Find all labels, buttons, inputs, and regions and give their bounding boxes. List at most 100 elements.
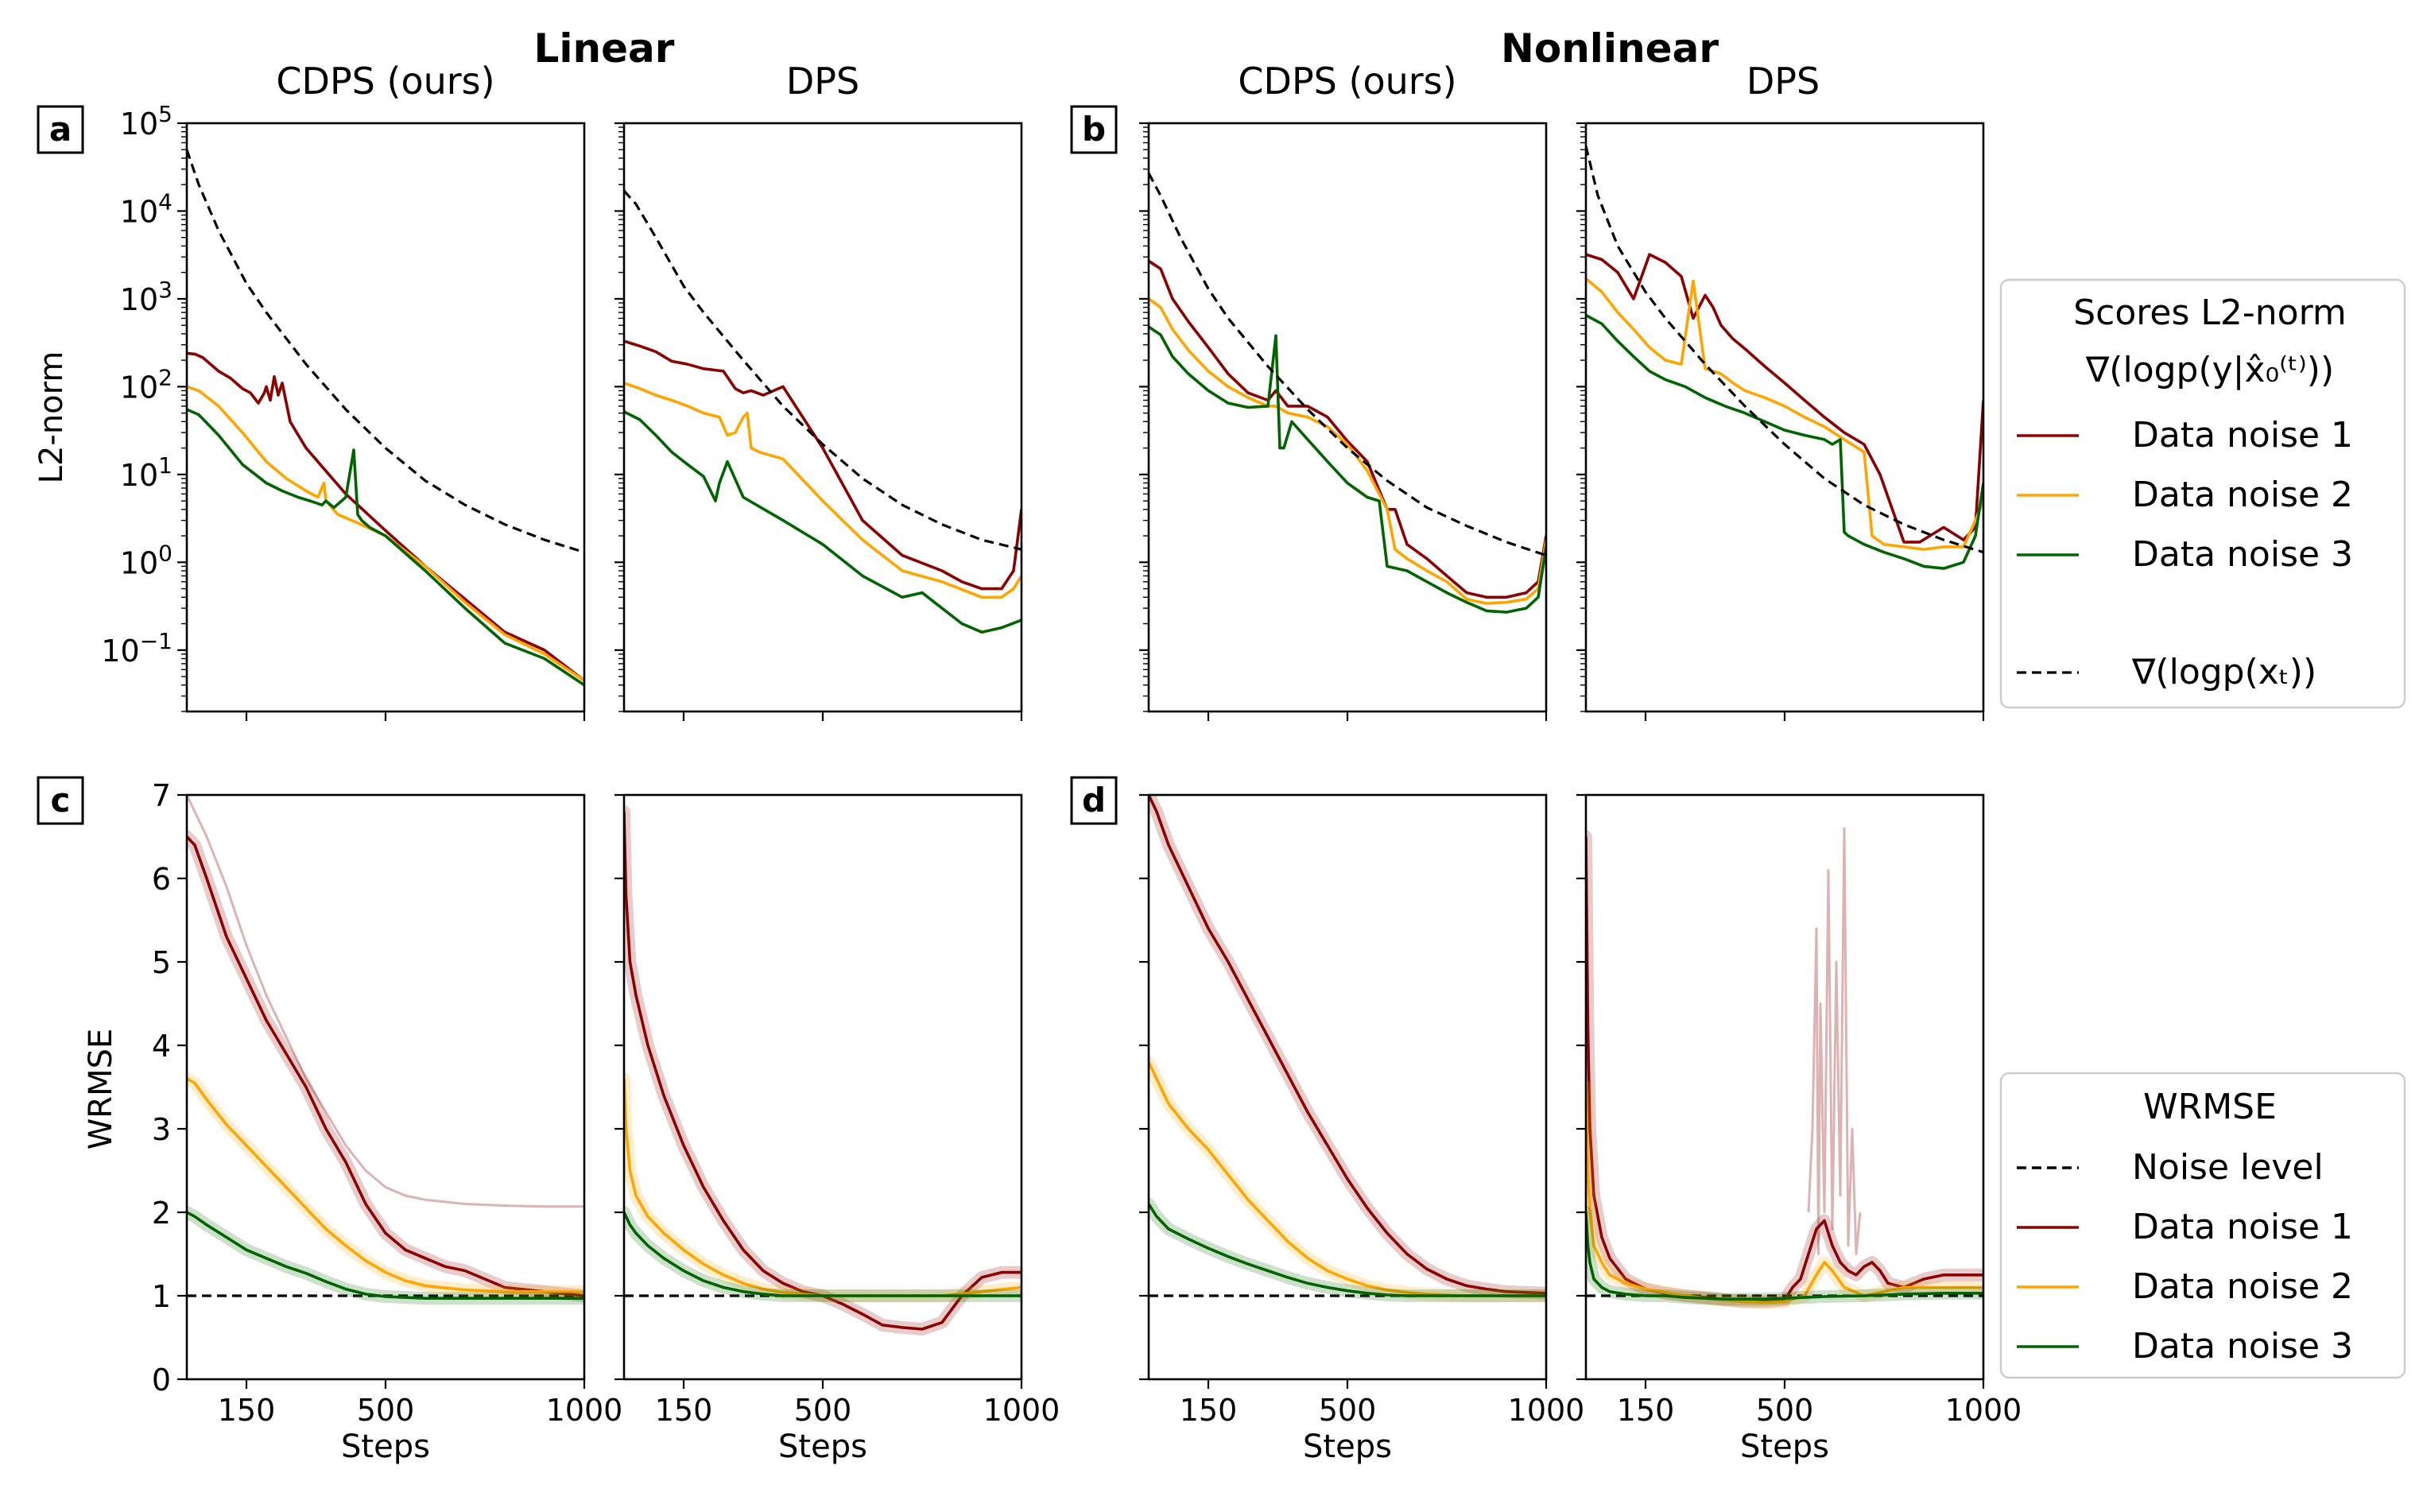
plot-area [1586,145,1983,570]
y-tick-label: 6 [152,862,171,897]
series-data-noise-1 [1586,836,1983,1304]
x-tick-label: 1000 [983,1393,1060,1428]
x-tick-label: 150 [1180,1393,1238,1428]
series-data-noise-1 [624,811,1021,1331]
legend-label: Noise level [2132,1147,2324,1188]
series-data-noise-1 [1149,259,1546,599]
legend-top: Scores L2-norm ∇(logp(y|x̂₀⁽ᵗ⁾)) Data no… [1999,278,2406,709]
panels: 10−1 100 101 102 103 104 105 150 500 1000 Steps 0 1 2… [101,101,2022,1465]
legend-item: Data noise 1 [2017,1207,2353,1247]
y-tick-label: 100 [120,540,173,580]
legend-label: Data noise 2 [2132,475,2353,515]
x-tick-label: 500 [794,1393,852,1428]
legend-top-title-2: ∇(logp(y|x̂₀⁽ᵗ⁾)) [2085,350,2334,390]
legend-bottom: WRMSE Noise level Data noise 1 Data noise … [1999,1072,2406,1379]
y-tick-label: 0 [152,1363,171,1398]
x-tick-label: 500 [1319,1393,1377,1428]
panel-letter-b-text: b [1082,110,1106,149]
series-data-noise-1 [1586,253,1983,544]
series-data-noise-1-spike-runs [1807,827,1862,1255]
ylabel-wrmse: WRMSE [83,1029,119,1150]
series-data-noise-2 [187,1077,584,1293]
series-data-noise-3 [1586,1212,1983,1301]
legend-label: ∇(logp(xₜ)) [2131,652,2316,692]
x-tick-label: 1000 [546,1393,623,1428]
x-tick-label: 150 [1617,1393,1675,1428]
legend-item: Data noise 2 [2017,475,2353,515]
series-logp-x [187,149,584,554]
y-tick-label: 102 [120,364,173,405]
legend-item: Data noise 1 [2017,415,2353,456]
panel-letter-a: a [37,105,84,154]
panel-letter-d: d [1070,776,1118,825]
plot-area [624,805,1021,1336]
plot-area [1149,173,1546,614]
panel-bottom_row-4: 150 500 1000 Steps [1576,793,2022,1465]
series-logp-x [1586,145,1983,554]
y-tick-label: 3 [152,1112,171,1147]
panel-top_row-2 [614,122,1023,721]
x-tick-label: 150 [218,1393,276,1428]
x-tick-label: 1000 [1945,1393,2022,1428]
panel-top_row-4 [1576,122,1985,721]
series-data-noise-2 [1149,297,1546,605]
y-tick-label: 1 [152,1279,171,1314]
panel-letter-a-text: a [49,110,72,149]
panel-letter-d-text: d [1082,781,1106,820]
y-tick-label: 4 [152,1029,171,1064]
plot-area [187,149,584,687]
series-data-noise-3 [1586,314,1983,570]
panel-top_row-3 [1139,122,1548,721]
x-tick-label: 1000 [1508,1393,1585,1428]
legend-label: Data noise 2 [2132,1266,2353,1307]
series-data-noise-3 [624,410,1021,634]
series-data-noise-1 [1149,795,1546,1295]
series-logp-x [1149,173,1546,557]
legend-item: Noise level [2017,1147,2324,1188]
series-data-noise-3 [187,408,584,687]
series-data-noise-3 [187,1211,584,1300]
panel-letter-c-text: c [51,781,71,820]
y-tick-label: 105 [120,101,173,142]
y-tick-label: 103 [120,277,173,317]
y-tick-label: 7 [152,778,171,813]
column-title-3: CDPS (ours) [1238,60,1456,103]
column-title-2: DPS [786,60,859,103]
series-data-noise-2 [187,385,584,682]
x-axis-label: Steps [1303,1429,1392,1465]
panel-letter-b: b [1070,105,1118,154]
panel-letter-c: c [37,776,84,825]
legend-bottom-title: WRMSE [2143,1087,2277,1127]
series-data-noise-3 [1149,1203,1546,1297]
legend-label: Data noise 3 [2132,534,2353,575]
plot-area [187,795,584,1305]
plot-area [1149,795,1546,1302]
panel-top_row-1: 10−1 100 101 102 103 104 105 [101,101,586,721]
series-data-noise-1-outlier-run [187,795,584,1208]
y-tick-label: 10−1 [101,628,173,669]
x-tick-label: 500 [1756,1393,1814,1428]
legend-item: Data noise 2 [2017,1266,2353,1307]
legend-item: Data noise 3 [2017,1326,2353,1367]
panel-bottom_row-3: 150 500 1000 Steps [1139,793,1585,1465]
legend-label: Data noise 1 [2132,415,2353,456]
series-data-noise-1 [624,339,1021,591]
group-title-nonlinear: Nonlinear [1501,25,1719,72]
y-tick-label: 5 [152,945,171,980]
y-tick-label: 101 [120,452,173,493]
y-tick-label: 2 [152,1196,171,1231]
series-data-noise-2 [624,382,1021,599]
column-title-1: CDPS (ours) [276,60,494,103]
ylabel-l2norm: L2-norm [33,351,70,484]
legend-label: Data noise 1 [2132,1207,2353,1247]
series-data-noise-3 [1149,325,1546,614]
series-data-noise-1 [187,835,584,1297]
group-title-linear: Linear [534,25,675,72]
legend-top-title-1: Scores L2-norm [2073,293,2347,333]
x-axis-label: Steps [778,1429,867,1465]
y-tick-label: 104 [120,188,173,229]
legend-item: ∇(logp(xₜ)) [2017,652,2316,692]
x-tick-label: 500 [357,1393,415,1428]
column-title-4: DPS [1746,60,1820,103]
